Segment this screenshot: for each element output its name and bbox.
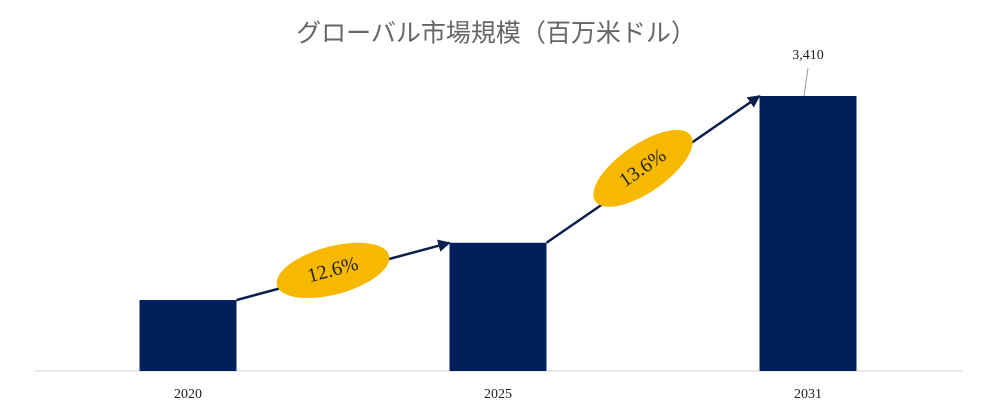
leader-line — [803, 67, 809, 97]
growth-annotation: 13.6% — [593, 129, 693, 207]
bar — [139, 300, 237, 371]
annotation-ellipse — [593, 129, 693, 207]
chart-title: グローバル市場規模（百万米ドル） — [296, 20, 696, 48]
growth-annotation: 12.6% — [276, 242, 390, 299]
data-label: 3,410 — [792, 48, 824, 63]
x-tick-label: 2020 — [174, 387, 202, 402]
annotation-ellipse — [276, 242, 390, 299]
x-tick-label: 2025 — [484, 387, 512, 402]
bar — [449, 242, 547, 371]
bar — [759, 96, 857, 371]
x-tick-label: 2031 — [794, 387, 822, 402]
